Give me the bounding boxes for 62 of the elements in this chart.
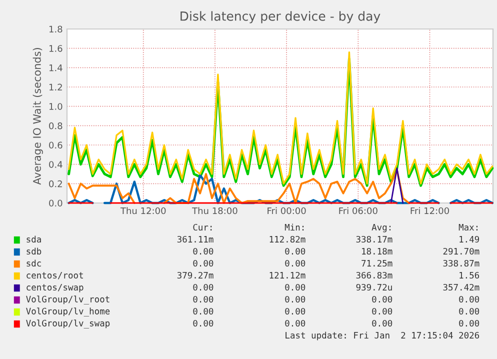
text: 0.00	[193, 284, 214, 291]
y-axis-title: Average IO Wait (seconds)	[32, 48, 43, 185]
legend-label: VolGroup/lv_swap	[26, 320, 110, 328]
x-tick-label: Thu 12:00	[120, 207, 166, 214]
y-tick-label: 1.2	[49, 84, 62, 90]
text: 0.00	[193, 248, 214, 255]
legend-label: VolGroup/lv_root	[26, 296, 110, 304]
text: 0.00	[193, 320, 214, 327]
text: 1.56	[460, 272, 480, 279]
legend-label: centos/swap	[26, 284, 84, 292]
x-tick-label: Thu 18:00	[192, 207, 238, 214]
text: 0.00	[285, 308, 306, 315]
text: 112.82m	[270, 236, 306, 243]
text: 338.17m	[356, 236, 392, 243]
text: Cur:	[193, 224, 212, 231]
text: 0.00	[372, 320, 392, 327]
legend-label: sdb	[26, 248, 42, 255]
text: 939.72u	[356, 284, 392, 291]
text: 0.00	[459, 320, 480, 327]
text: 1.49	[460, 236, 480, 243]
text: 0.00	[285, 248, 306, 255]
text: 0.00	[193, 260, 214, 267]
y-tick-label: 0.2	[49, 180, 62, 188]
text: 0.00	[285, 284, 306, 291]
text: 379.27m	[177, 272, 214, 279]
x-tick-label: Fri 00:00	[268, 207, 306, 214]
y-tick-label: 1.8	[49, 26, 62, 33]
text: 71.25m	[362, 260, 392, 267]
text: 0.00	[372, 296, 392, 303]
text: Min:	[284, 224, 304, 230]
legend-label: sdc	[26, 260, 41, 267]
legend-label: centos/root	[26, 272, 83, 280]
text: 0.00	[372, 308, 392, 315]
text: 0.00	[285, 296, 306, 303]
y-tick-label: 1.6	[49, 45, 62, 52]
text: 121.12m	[270, 272, 306, 278]
legend-label: sda	[26, 236, 41, 243]
text: 366.83m	[356, 272, 392, 279]
text: 0.00	[285, 320, 306, 327]
text: 291.70m	[443, 248, 480, 255]
y-tick-label: 1.0	[49, 103, 62, 110]
text: 361.11m	[177, 236, 214, 243]
text: 18.18m	[362, 248, 392, 255]
text: Last update: Fri Jan 2 17:15:04 2026	[286, 332, 480, 340]
chart-title: Disk latency per device - by day	[180, 11, 380, 24]
y-tick-label: 1.4	[49, 64, 62, 72]
text: 0.00	[459, 308, 480, 315]
text: 357.42m	[443, 284, 480, 291]
text: 338.87m	[443, 260, 480, 267]
text: 0.00	[285, 260, 306, 267]
x-tick-label: Fri 12:00	[410, 207, 449, 214]
text: 0.00	[193, 308, 214, 315]
y-tick-label: 0.6	[49, 142, 62, 149]
text: Max:	[458, 224, 478, 231]
legend-label: VolGroup/lv_home	[26, 308, 110, 316]
y-tick-label: 0.0	[49, 200, 62, 207]
y-tick-label: 0.8	[49, 122, 62, 130]
text: 0.00	[459, 296, 480, 303]
x-tick-label: Fri 06:00	[339, 207, 378, 214]
text: Avg:	[372, 224, 391, 232]
text: 0.00	[193, 296, 214, 303]
y-tick-label: 0.4	[49, 161, 62, 168]
